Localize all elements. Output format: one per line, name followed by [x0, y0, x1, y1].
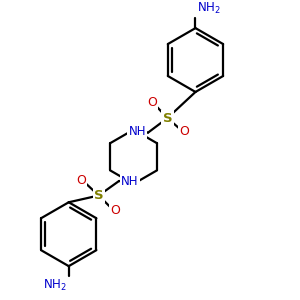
- Text: NH$_2$: NH$_2$: [43, 278, 67, 293]
- Text: O: O: [110, 205, 120, 218]
- Text: O: O: [179, 125, 189, 138]
- Text: O: O: [147, 96, 157, 109]
- Text: NH: NH: [129, 125, 146, 138]
- Text: O: O: [76, 175, 86, 188]
- Text: S: S: [163, 112, 172, 124]
- Text: NH: NH: [121, 176, 139, 188]
- Text: NH$_2$: NH$_2$: [197, 2, 221, 16]
- Text: S: S: [94, 189, 104, 202]
